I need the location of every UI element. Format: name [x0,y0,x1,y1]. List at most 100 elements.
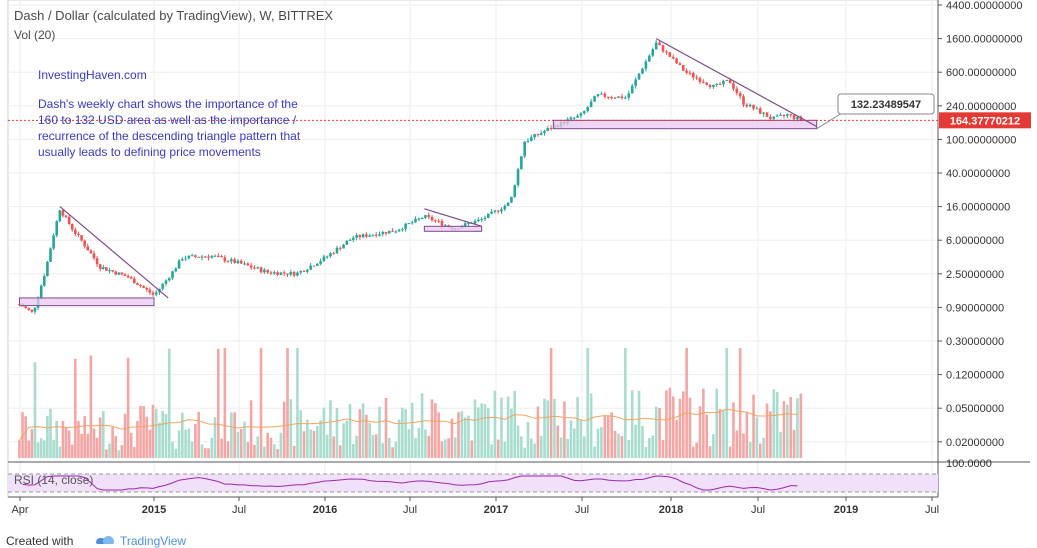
volume-bar [197,411,200,458]
volume-bar [371,434,375,458]
footer-brand[interactable]: TradingView [96,534,186,548]
candle-body [322,256,326,262]
candle-body [210,255,214,258]
candle-body [52,235,55,249]
candle-body [510,196,513,203]
price-tick-label: 0.02000000 [946,437,1004,449]
candle-body [430,216,434,221]
volume-bar [338,445,342,458]
candle-body [352,237,355,240]
price-tick-label: 1600.00000000 [946,34,1022,46]
volume-bar [46,415,49,458]
volume-bar [772,389,776,458]
candle-body [120,272,124,275]
callout-box [837,93,935,115]
candle-body [589,101,593,108]
candle-body [213,255,217,257]
candle-body [272,272,276,274]
candle-body [335,247,339,254]
candle-body [269,272,273,274]
time-tick-label: Jul [751,504,765,516]
volume-bar [630,390,634,458]
volume-bar [543,398,546,458]
volume-bar [108,443,111,458]
candle-body [755,108,759,110]
volume-bar [18,440,21,458]
volume-bar [460,411,464,458]
candle-body [397,229,401,232]
callout-label: 132.23489547 [851,99,921,111]
volume-bar [263,446,266,458]
candle-body [613,97,617,99]
volume-bar [114,436,118,458]
candle-body [296,272,299,276]
candle-body [329,253,332,257]
candle-body [627,93,631,98]
volume-bar [61,421,65,458]
volume-bar [792,429,796,458]
volume-bar [319,420,322,458]
volume-bar [83,416,86,458]
volume-bar [681,391,685,458]
volume-bar [529,438,533,458]
price-tick-label: 600.00000000 [946,67,1016,79]
price-tick-label: 40.00000000 [946,168,1010,180]
support-zone [18,297,155,307]
volume-bar [424,429,427,458]
candle-body [58,210,62,222]
candle-body [171,271,174,279]
candle-body [361,234,365,238]
volume-bar [470,440,474,458]
volume-bar [582,436,586,458]
volume-bar [762,437,765,458]
candle-body [586,107,590,112]
candle-body [648,55,651,62]
candle-body [490,211,493,214]
candle-body [61,210,65,216]
volume-bar [325,434,329,458]
candle-body [732,83,735,89]
volume-bar [510,408,513,458]
volume-bar [55,421,59,458]
candle-body [306,269,309,272]
volume-bar [765,403,769,458]
chart-title: Dash / Dollar (calculated by TradingView… [14,8,334,23]
candle-body [765,112,769,117]
time-tick-label: Jul [925,504,939,516]
volume-bar [576,396,579,458]
volume-bar [309,429,312,458]
price-tick-label: 16.00000000 [946,202,1010,214]
volume-bar [181,412,184,458]
rsi-line [22,475,798,491]
candle-body [630,85,634,94]
volume-bar [430,399,434,458]
candle-body [702,81,705,83]
candle-body [637,73,641,80]
candle-body [404,223,407,230]
candle-body [651,49,655,56]
volume-bar [342,423,345,458]
volume-bar [98,417,102,458]
candle-body [358,235,362,238]
volume-bar [136,420,139,458]
volume-bar [443,439,447,458]
candle-body [282,272,286,274]
candle-body [142,286,145,288]
candle-body [506,202,510,206]
volume-bar [516,425,520,458]
candle-body [695,77,698,79]
volume-bar [782,401,786,458]
rsi-tick-label: 100.0000 [946,458,992,470]
candle-body [164,280,168,284]
volume-bar [725,348,729,458]
volume-bar [95,437,99,458]
volume-bar [549,348,553,458]
volume-bar [139,405,142,458]
volume-bar [634,424,637,458]
volume-bar [151,404,155,458]
volume-bar [520,436,523,458]
candle-body [401,229,404,231]
candle-body [735,88,739,94]
volume-bar [589,393,593,458]
candle-body [644,61,648,69]
